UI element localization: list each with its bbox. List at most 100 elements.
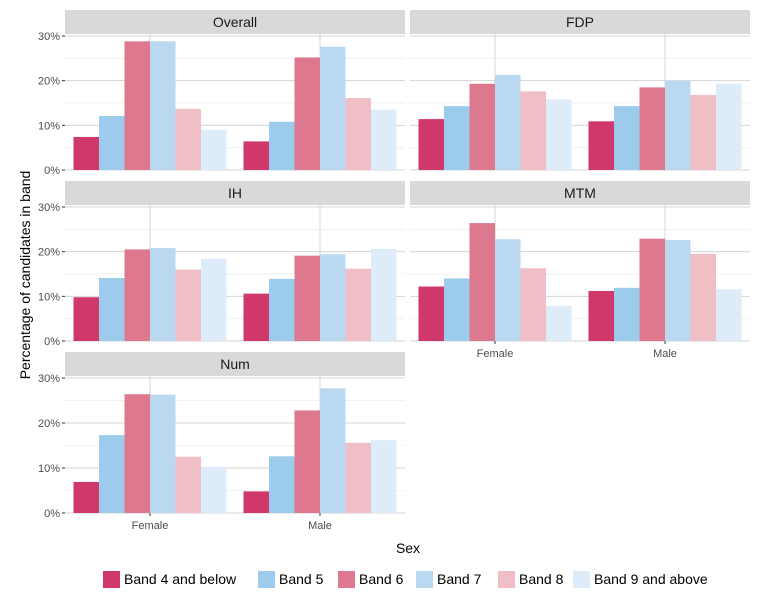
y-tick-label: 10% xyxy=(38,291,60,303)
bar-num-female-band-4 xyxy=(175,456,201,513)
bar-mtm-male-band-5 xyxy=(716,289,742,341)
bar-mtm-female-band-2 xyxy=(469,223,495,341)
bar-fdp-male-band-5 xyxy=(716,83,742,170)
bar-fdp-male-band-4 xyxy=(690,94,716,170)
bar-ih-female-band-0 xyxy=(73,297,99,341)
legend-swatch xyxy=(103,571,120,588)
legend-label: Band 8 xyxy=(519,571,564,587)
bar-overall-male-band-1 xyxy=(269,121,295,170)
bar-num-female-band-5 xyxy=(201,466,227,513)
legend-item: Band 9 and above xyxy=(573,571,708,588)
legend-swatch xyxy=(258,571,275,588)
bar-mtm-female-band-4 xyxy=(520,268,546,341)
bar-fdp-male-band-3 xyxy=(665,80,691,170)
bar-ih-male-band-1 xyxy=(269,278,295,341)
legend-item: Band 8 xyxy=(498,571,564,588)
bar-overall-male-band-2 xyxy=(294,57,320,170)
legend-item: Band 4 and below xyxy=(103,571,237,588)
bar-overall-female-band-2 xyxy=(124,41,150,170)
bar-overall-male-band-5 xyxy=(371,109,397,170)
bar-num-female-band-2 xyxy=(124,394,150,513)
y-tick-label: 0% xyxy=(44,336,60,348)
y-tick-label: 30% xyxy=(38,202,60,214)
facet-strip-label: IH xyxy=(228,185,242,201)
y-tick-label: 20% xyxy=(38,247,60,259)
bar-ih-female-band-3 xyxy=(150,248,176,341)
bar-fdp-male-band-2 xyxy=(639,87,665,170)
bar-mtm-male-band-1 xyxy=(614,287,640,341)
bar-num-male-band-3 xyxy=(320,388,346,513)
bar-fdp-female-band-0 xyxy=(418,119,444,170)
bar-mtm-male-band-2 xyxy=(639,238,665,341)
legend-label: Band 4 and below xyxy=(124,571,237,587)
bar-mtm-male-band-4 xyxy=(690,253,716,341)
x-tick-label: Female xyxy=(477,348,514,360)
bar-fdp-female-band-2 xyxy=(469,83,495,170)
legend-label: Band 5 xyxy=(279,571,324,587)
bar-num-female-band-3 xyxy=(150,394,176,513)
bar-ih-male-band-3 xyxy=(320,254,346,341)
bar-overall-female-band-5 xyxy=(201,129,227,170)
x-tick-label: Male xyxy=(308,520,332,532)
legend-swatch xyxy=(338,571,355,588)
bar-num-female-band-1 xyxy=(99,435,125,513)
legend: Band 4 and below Band 5 Band 6 Band 7 Band 8… xyxy=(103,571,708,588)
bar-num-male-band-4 xyxy=(345,442,371,513)
bar-mtm-male-band-0 xyxy=(588,290,614,341)
bar-fdp-female-band-3 xyxy=(495,74,521,170)
bar-overall-male-band-0 xyxy=(243,141,269,170)
facet-strip-label: MTM xyxy=(564,185,596,201)
legend-swatch xyxy=(498,571,515,588)
legend-item: Band 5 xyxy=(258,571,324,588)
panels-layer: Overall 0% 10% 20% 30% FDP IH 0% 10% 20% 30% MTM Fem… xyxy=(38,10,750,532)
bar-fdp-male-band-1 xyxy=(614,106,640,170)
bar-num-male-band-2 xyxy=(294,410,320,513)
bar-fdp-female-band-1 xyxy=(444,106,470,170)
facet-strip xyxy=(410,10,750,34)
facet-strip-label: Num xyxy=(220,356,250,372)
bar-fdp-female-band-5 xyxy=(546,99,572,170)
bar-num-male-band-0 xyxy=(243,491,269,513)
bar-overall-female-band-3 xyxy=(150,41,176,170)
y-tick-label: 10% xyxy=(38,120,60,132)
bar-mtm-female-band-3 xyxy=(495,239,521,341)
y-tick-label: 0% xyxy=(44,165,60,177)
facet-strip-label: Overall xyxy=(213,14,257,30)
y-tick-label: 20% xyxy=(38,418,60,430)
y-tick-label: 10% xyxy=(38,463,60,475)
bar-mtm-male-band-3 xyxy=(665,240,691,341)
facet-strip xyxy=(65,10,405,34)
panel-num: Num 0% 10% 20% 30% Female Male xyxy=(38,352,405,532)
bar-mtm-female-band-1 xyxy=(444,278,470,341)
legend-label: Band 9 and above xyxy=(594,571,708,587)
bar-overall-female-band-1 xyxy=(99,115,125,170)
bar-overall-male-band-3 xyxy=(320,46,346,170)
bar-fdp-male-band-0 xyxy=(588,121,614,170)
facet-strip xyxy=(410,181,750,205)
bar-fdp-female-band-4 xyxy=(520,91,546,170)
bar-ih-female-band-5 xyxy=(201,258,227,341)
bar-num-male-band-5 xyxy=(371,440,397,513)
facet-strip-label: FDP xyxy=(566,14,594,30)
y-tick-label: 30% xyxy=(38,373,60,385)
panel-ih: IH 0% 10% 20% 30% xyxy=(38,181,405,348)
y-axis-title: Percentage of candidates in band xyxy=(17,171,33,380)
legend-item: Band 7 xyxy=(416,571,482,588)
bar-mtm-female-band-5 xyxy=(546,305,572,341)
x-axis-title: Sex xyxy=(396,540,420,556)
bar-num-female-band-0 xyxy=(73,481,99,513)
bar-ih-male-band-2 xyxy=(294,255,320,341)
bar-overall-male-band-4 xyxy=(345,98,371,170)
legend-swatch xyxy=(416,571,433,588)
legend-item: Band 6 xyxy=(338,571,404,588)
y-tick-label: 20% xyxy=(38,76,60,88)
legend-label: Band 6 xyxy=(359,571,404,587)
bar-num-male-band-1 xyxy=(269,456,295,513)
panel-mtm: MTM Female Male xyxy=(410,181,750,360)
bar-mtm-female-band-0 xyxy=(418,286,444,341)
y-tick-label: 0% xyxy=(44,508,60,520)
bar-ih-male-band-4 xyxy=(345,268,371,341)
legend-label: Band 7 xyxy=(437,571,482,587)
